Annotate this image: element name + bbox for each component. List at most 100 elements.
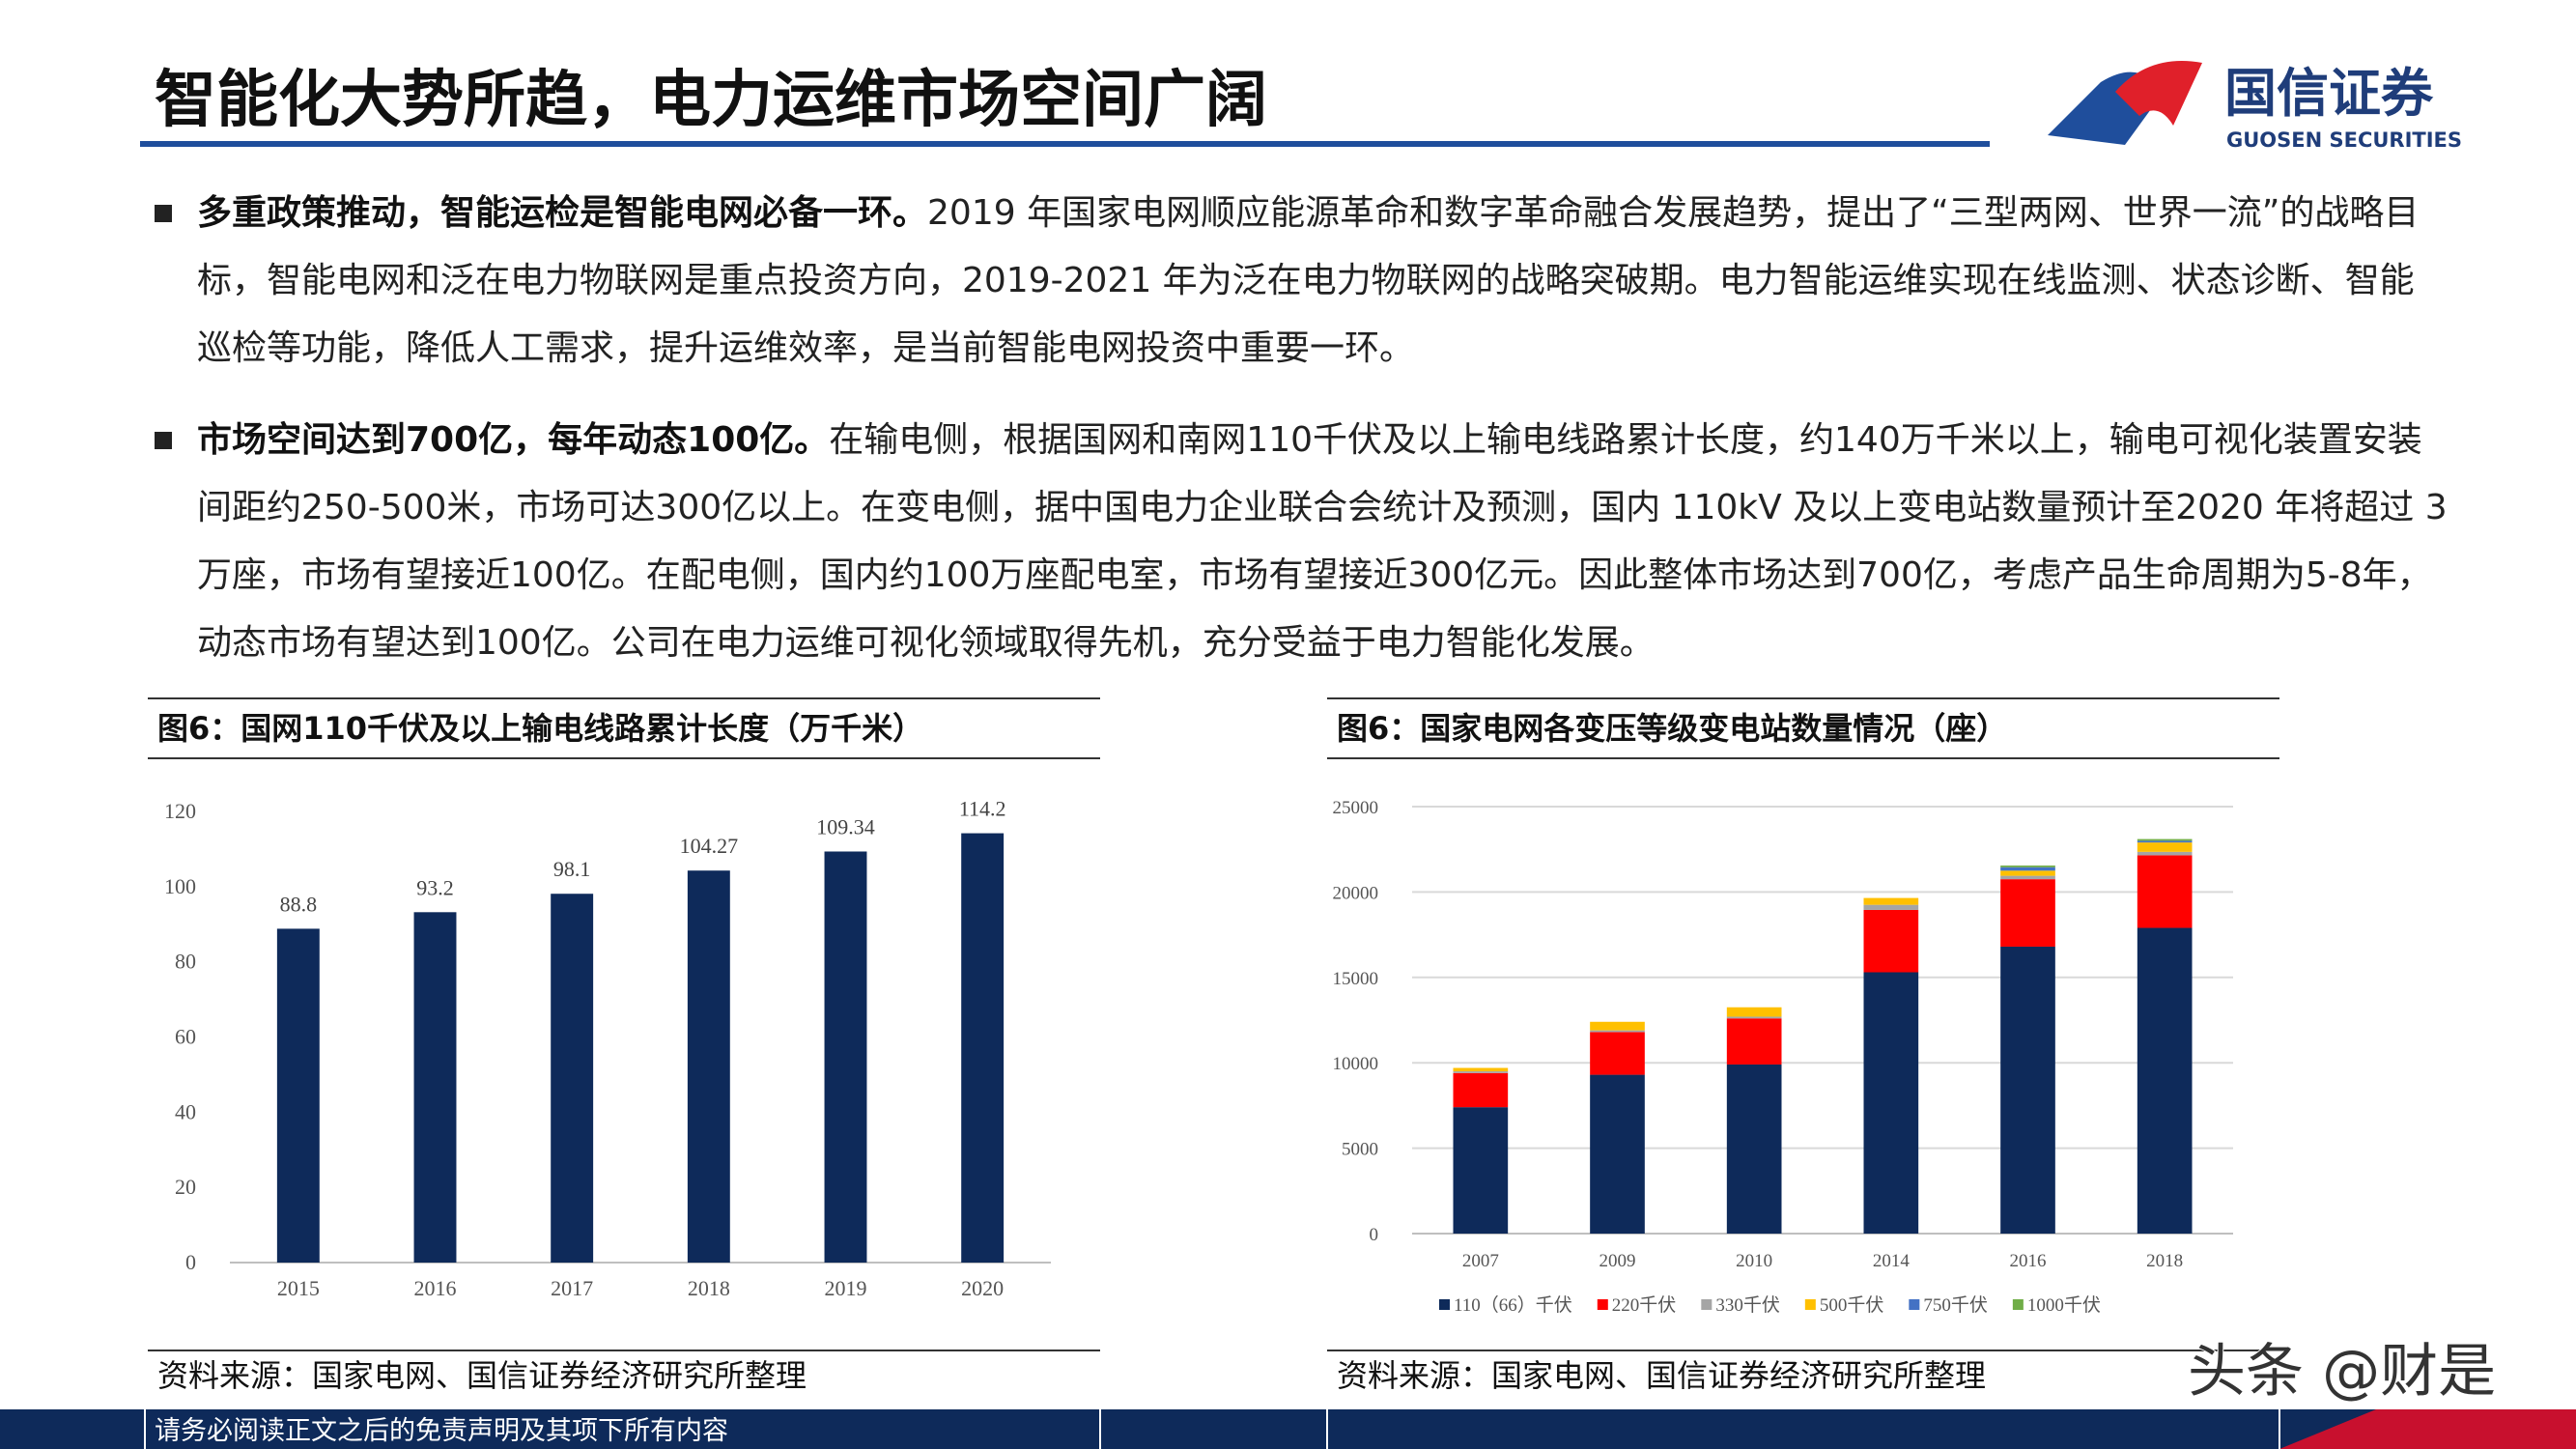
bar-segment <box>1453 1072 1509 1108</box>
chart-source: 资料来源：国家电网、国信证券经济研究所整理 <box>157 1357 807 1394</box>
bar <box>961 833 1005 1263</box>
legend-label: 750千伏 <box>1923 1294 1988 1316</box>
footer-dividers <box>144 1409 2280 1449</box>
bar-segment <box>2000 867 2055 871</box>
bar <box>687 870 730 1263</box>
y-tick-label: 25000 <box>1333 798 1379 818</box>
footer-accent <box>2279 1409 2576 1449</box>
x-tick-label: 2007 <box>1462 1251 1499 1271</box>
y-tick-label: 20000 <box>1333 883 1379 903</box>
bullet-lead: 市场空间达到700亿，每年动态100亿。 <box>197 420 830 460</box>
logo-en: GUOSEN SECURITIES <box>2226 128 2462 152</box>
bar-segment <box>2137 855 2193 928</box>
watermark: 头条 @财是 <box>2188 1338 2496 1406</box>
y-tick-label: 15000 <box>1333 969 1379 989</box>
bullet-text: 2019 年国家电网顺应能源革命和数字革命融合发展趋势，提出了“三型两网、世界一… <box>197 193 2420 368</box>
y-tick-label: 0 <box>1370 1225 1379 1245</box>
x-tick-label: 2014 <box>1873 1251 1911 1271</box>
logo-name: 国信证券 <box>2224 63 2434 124</box>
bullet-lead: 多重政策推动，智能运检是智能电网必备一环。 <box>197 193 928 233</box>
bullet-paragraph: 市场空间达到700亿，每年动态100亿。在输电侧，根据国网和南网110千伏及以上… <box>197 407 2448 677</box>
chart-title: 图6：国家电网各变压等级变电站数量情况（座） <box>1337 710 2007 747</box>
logo-red <box>2115 61 2202 126</box>
y-tick-label: 5000 <box>1342 1140 1378 1160</box>
y-tick-label: 40 <box>175 1099 196 1123</box>
x-tick-label: 2016 <box>2010 1251 2047 1271</box>
x-tick-label: 2018 <box>688 1276 730 1300</box>
bar-segment <box>1863 972 1919 1234</box>
bar-segment <box>1590 1032 1645 1075</box>
bar-segment <box>2000 875 2055 880</box>
value-label: 114.2 <box>959 797 1006 821</box>
bar-segment <box>2000 879 2055 947</box>
legend-swatch <box>1597 1299 1608 1310</box>
bar-segment <box>1726 1007 1782 1017</box>
legend-label: 220千伏 <box>1612 1294 1677 1316</box>
bullet-marker <box>155 432 172 449</box>
y-tick-label: 0 <box>185 1250 196 1274</box>
x-tick-label: 2018 <box>2146 1251 2183 1271</box>
bar-segment <box>2000 870 2055 876</box>
x-tick-label: 2016 <box>414 1276 457 1300</box>
y-tick-label: 20 <box>175 1175 196 1199</box>
chart-title: 图6：国网110千伏及以上输电线路累计长度（万千米） <box>157 710 923 747</box>
bar <box>551 894 594 1263</box>
bar-segment <box>2137 927 2193 1234</box>
legend-label: 500千伏 <box>1820 1294 1884 1316</box>
x-tick-label: 2020 <box>961 1276 1004 1300</box>
footer-bar <box>0 1409 2576 1449</box>
bar-segment <box>1590 1074 1645 1234</box>
legend-swatch <box>1909 1299 1920 1310</box>
bar <box>276 928 320 1263</box>
legend-swatch <box>1804 1299 1816 1310</box>
bar-segment <box>1863 909 1919 973</box>
legend-label: 330千伏 <box>1715 1294 1780 1316</box>
legend-label: 110（66）千伏 <box>1454 1294 1572 1316</box>
title-rule <box>140 141 1990 147</box>
legend-swatch <box>1439 1299 1450 1310</box>
y-tick-label: 60 <box>175 1025 196 1049</box>
y-tick-label: 10000 <box>1333 1054 1379 1074</box>
panel-rules <box>148 697 2279 1351</box>
x-tick-label: 2010 <box>1736 1251 1772 1271</box>
bar-segment <box>1863 904 1919 910</box>
x-tick-label: 2017 <box>551 1276 593 1300</box>
bar-segment <box>1453 1067 1509 1072</box>
value-label: 93.2 <box>416 875 454 899</box>
bar-segment <box>2137 838 2193 841</box>
value-label: 98.1 <box>553 857 591 881</box>
bullet-paragraph: 多重政策推动，智能运检是智能电网必备一环。2019 年国家电网顺应能源革命和数字… <box>197 180 2448 383</box>
legend-swatch <box>2012 1299 2024 1310</box>
bar-segment <box>1726 1016 1782 1019</box>
page-title: 智能化大势所趋，电力运维市场空间广阔 <box>155 65 1267 136</box>
bar-segment <box>2000 865 2055 867</box>
bullet-marker <box>155 205 172 222</box>
bullet-text: 在输电侧，根据国网和南网110千伏及以上输电线路累计长度，约140万千米以上，输… <box>197 420 2448 663</box>
bar-segment <box>2137 840 2193 843</box>
y-tick-label: 120 <box>164 799 196 823</box>
chart-source: 资料来源：国家电网、国信证券经济研究所整理 <box>1337 1357 1986 1394</box>
bar-segment <box>1726 1018 1782 1065</box>
bar <box>824 851 867 1263</box>
bar-segment <box>1590 1030 1645 1033</box>
value-label: 109.34 <box>816 814 875 838</box>
x-tick-label: 2019 <box>825 1276 867 1300</box>
bar-segment <box>2000 946 2055 1234</box>
bar-segment <box>1453 1071 1509 1073</box>
bar-segment <box>1590 1021 1645 1031</box>
legend-label: 1000千伏 <box>2027 1294 2101 1316</box>
value-label: 104.27 <box>680 834 739 858</box>
bar <box>413 912 457 1263</box>
value-label: 88.8 <box>280 892 318 916</box>
x-tick-label: 2015 <box>277 1276 320 1300</box>
bar-segment <box>1453 1107 1509 1234</box>
bar-segment <box>2137 851 2193 856</box>
bar-segment <box>1863 897 1919 905</box>
x-tick-label: 2009 <box>1599 1251 1636 1271</box>
y-tick-label: 100 <box>164 874 196 898</box>
legend-swatch <box>1701 1299 1713 1310</box>
bar-segment <box>2137 842 2193 852</box>
bar-segment <box>1726 1064 1782 1234</box>
